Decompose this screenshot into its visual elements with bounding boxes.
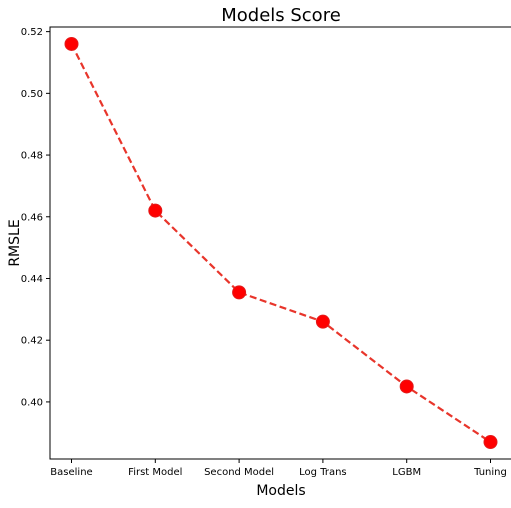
x-tick-label: Baseline: [50, 467, 92, 478]
chart-title: Models Score: [221, 5, 341, 26]
data-point: [483, 435, 498, 450]
y-tick-label: 0.50: [21, 89, 43, 100]
x-tick-label: Second Model: [204, 467, 274, 478]
y-axis: 0.40 0.42 0.44 0.46 0.48 0.50 0.52: [21, 27, 50, 408]
y-tick-label: 0.46: [21, 212, 43, 223]
x-tick-label: Log Trans: [299, 467, 346, 478]
data-point: [148, 203, 163, 218]
x-tick-label: LGBM: [392, 467, 421, 478]
data-point: [399, 379, 414, 394]
data-point: [315, 314, 330, 329]
x-axis-label: Models: [256, 483, 305, 499]
data-point: [64, 36, 79, 51]
y-tick-label: 0.48: [21, 151, 43, 162]
series-line: [70, 43, 492, 443]
y-axis-label: RMSLE: [7, 219, 23, 266]
y-tick-label: 0.42: [21, 336, 43, 347]
y-tick-label: 0.44: [21, 274, 43, 285]
x-tick-label: Tuning: [473, 467, 507, 478]
x-tick-label: First Model: [128, 467, 182, 478]
y-tick-label: 0.40: [21, 397, 43, 408]
plot-area-frame: [49, 26, 511, 460]
y-tick-label: 0.52: [21, 27, 43, 38]
series-layer: [64, 36, 498, 450]
x-axis: Baseline First Model Second Model Log Trans…: [50, 459, 507, 478]
data-point: [232, 285, 247, 300]
